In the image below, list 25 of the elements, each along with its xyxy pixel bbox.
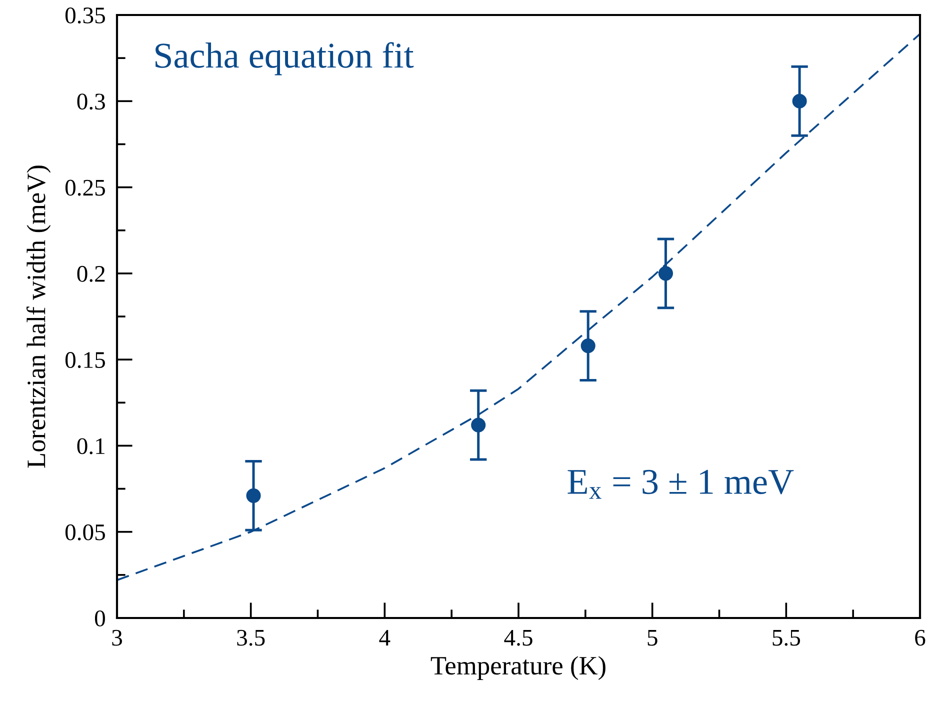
point [246, 488, 261, 503]
y-tick-label: 0.35 [65, 7, 105, 24]
point [792, 94, 807, 108]
point [658, 266, 673, 281]
y-tick-label: 0.3 [77, 94, 105, 110]
line-series [117, 33, 920, 581]
x-tick-label: 6 [915, 630, 926, 646]
point [580, 338, 596, 354]
y-tick-label: 0.15 [65, 352, 105, 368]
x-axis-title: Temperature (K) [430, 656, 606, 680]
point [471, 418, 486, 432]
x-tick-label: 4 [379, 630, 390, 646]
y-tick-label: 0.05 [65, 524, 105, 540]
x-tick-label: 3.5 [237, 630, 265, 646]
x-tick-label: 4.5 [504, 630, 532, 646]
y-axis-title: Lorentzian half width (meV) [26, 166, 51, 468]
annotation: E$_{x}$ = 3 ± 1 meV [568, 470, 794, 499]
x-tick-label: 3 [112, 630, 122, 646]
annotation: Sacha equation fit [156, 42, 414, 76]
x-tick-label: 5.5 [772, 630, 800, 646]
y-tick-label: 0.1 [77, 438, 104, 454]
y-tick-label: 0.2 [77, 266, 105, 282]
y-tick-label: 0.25 [65, 180, 105, 196]
y-tick-label: 0 [94, 610, 105, 626]
x-tick-label: 5 [648, 630, 658, 646]
